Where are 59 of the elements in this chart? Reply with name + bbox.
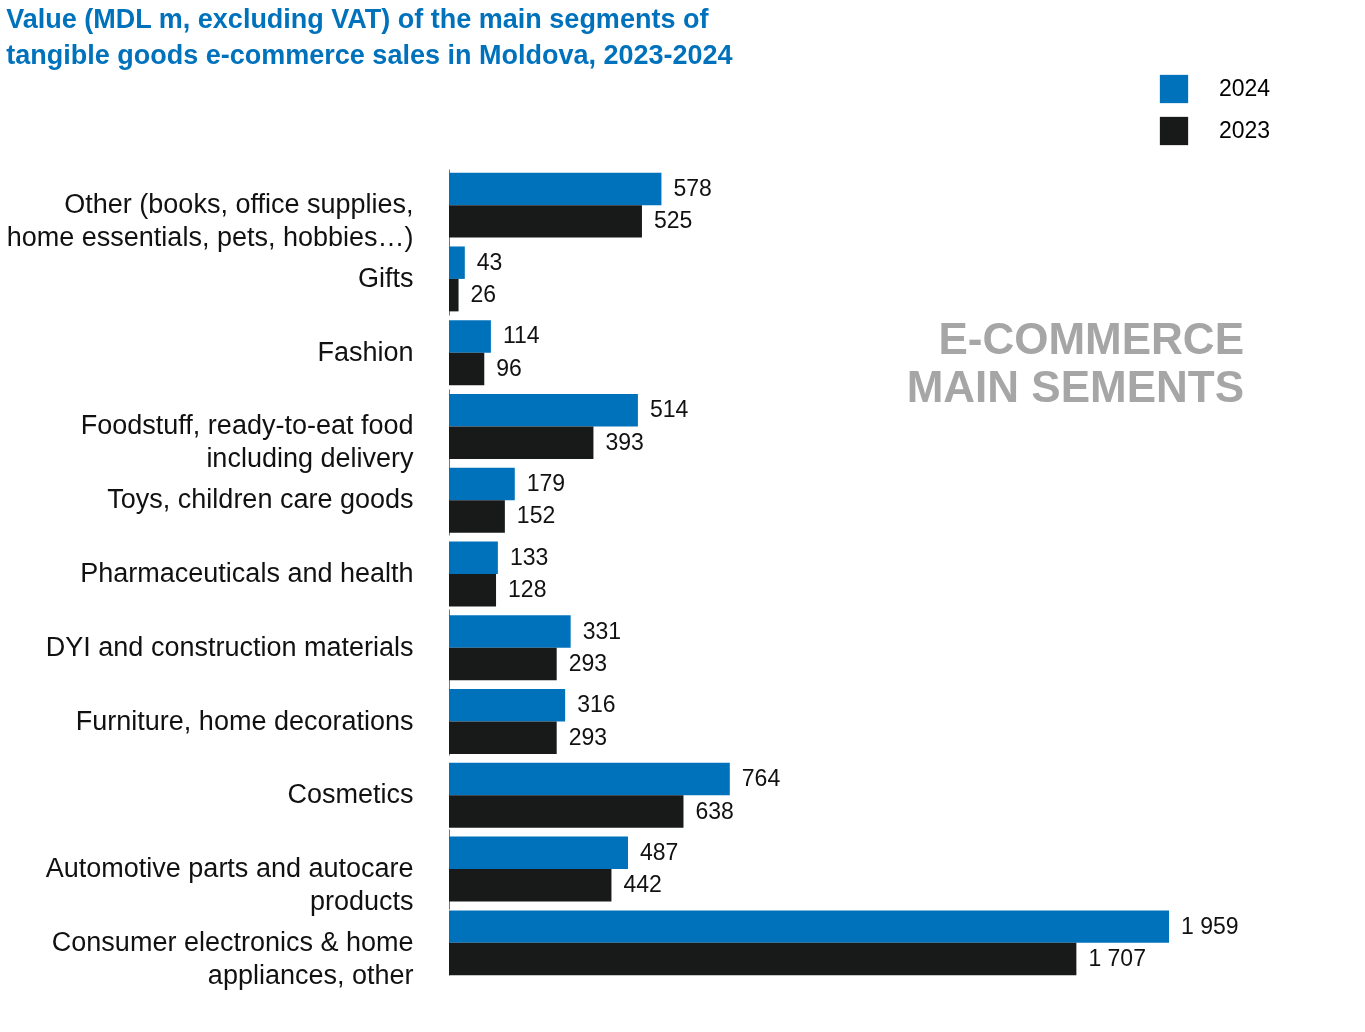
y-tick-label: Consumer electronics & home appliances, other: [51, 926, 414, 990]
bar: [449, 172, 662, 206]
data-label: 179: [526, 470, 566, 496]
data-label: 331: [582, 617, 622, 644]
bar: [449, 426, 594, 459]
data-label: 487: [639, 838, 679, 865]
bar: [449, 647, 557, 681]
data-label: 293: [568, 650, 608, 676]
bar: [449, 942, 1077, 976]
data-label: 393: [605, 428, 644, 455]
data-label: 764: [741, 765, 781, 792]
y-tick-label: Furniture, home decorations: [75, 705, 414, 736]
data-label: 293: [568, 723, 608, 750]
data-label: 128: [508, 576, 547, 603]
data-label: 316: [577, 691, 616, 718]
y-tick-label: Automotive parts and autocare products: [45, 853, 414, 917]
chart-title: Value (MDL m, excluding VAT) of the main segments of tangible goods e-commerce sales in Moldova, 2023-2024: [6, 4, 733, 70]
y-tick-label: Cosmetics: [287, 779, 414, 810]
bar: [449, 278, 459, 312]
legend-label: 2023: [1219, 117, 1271, 143]
bar: [449, 721, 557, 754]
y-tick-label: Gifts: [357, 262, 414, 293]
data-label: 514: [649, 396, 689, 423]
data-label: 43: [476, 248, 503, 275]
bar: [449, 500, 505, 533]
y-tick-label: Toys, children care goods: [107, 484, 414, 515]
legend-label: 2024: [1219, 75, 1271, 101]
data-label: 1 959: [1181, 912, 1239, 939]
annotation: E-COMMERCE MAIN SEMENTS: [906, 314, 1244, 411]
y-tick-label: Foodstuff, ready-to-eat food including delivery: [80, 410, 414, 474]
data-label: 114: [502, 322, 540, 349]
bar: [449, 574, 497, 607]
data-label: 525: [653, 207, 693, 234]
data-label: 96: [496, 354, 522, 381]
bar: [449, 869, 612, 902]
data-label: 26: [470, 281, 497, 308]
bar: [449, 394, 638, 427]
y-tick-label: Fashion: [317, 336, 414, 367]
y-tick-label: Pharmaceuticals and health: [80, 558, 414, 588]
bar: [449, 795, 684, 828]
bar: [449, 836, 628, 870]
data-label: 152: [516, 502, 556, 529]
bar: [449, 205, 642, 238]
bar: [449, 320, 491, 353]
bar: [449, 762, 730, 796]
bar: [449, 689, 566, 722]
data-label: 638: [695, 797, 734, 824]
y-tick-label: DYI and construction materials: [45, 631, 414, 662]
bar: [449, 910, 1169, 943]
data-label: 133: [509, 543, 549, 570]
bar: [449, 352, 485, 386]
data-label: 578: [673, 174, 712, 201]
bar: [449, 246, 465, 279]
bar: [449, 615, 571, 648]
y-tick-label: Other (books, office supplies, home essentials, pets, hobbies…): [6, 189, 414, 253]
bar: [449, 467, 515, 501]
data-label: 442: [623, 871, 662, 898]
data-label: 1 707: [1088, 945, 1146, 972]
bar: [449, 541, 498, 574]
